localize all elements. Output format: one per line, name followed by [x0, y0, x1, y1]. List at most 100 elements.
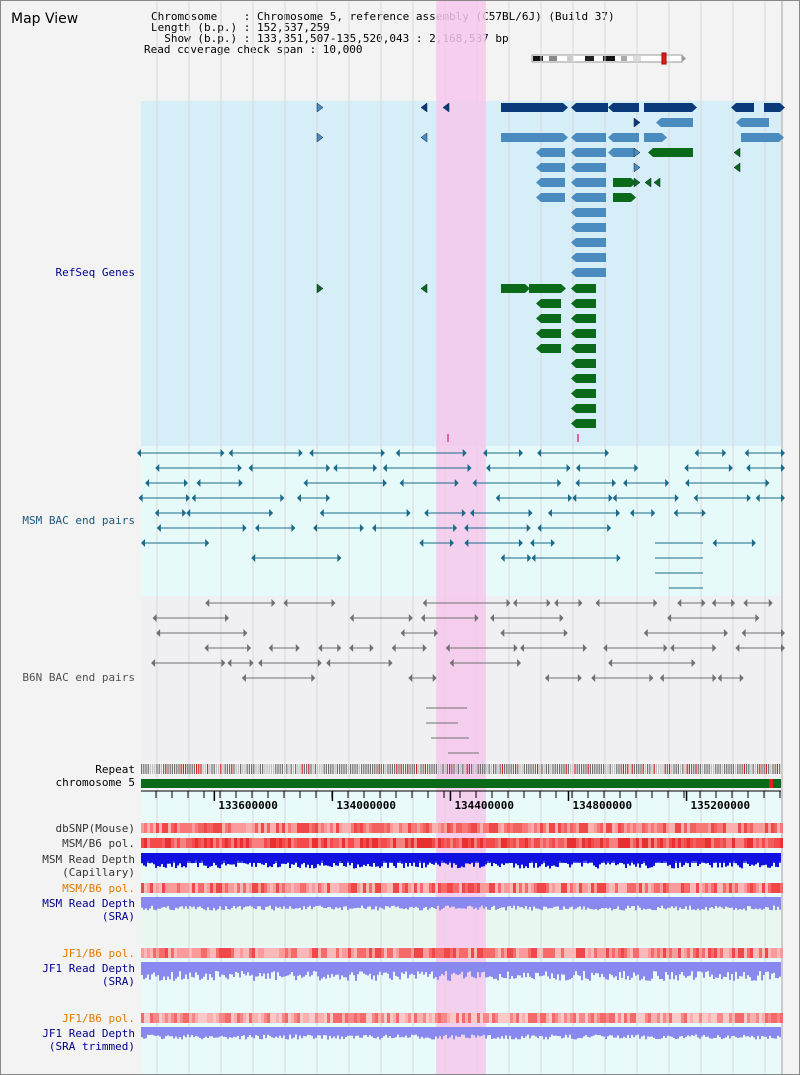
jf1-read-depth-trimmed-bar: [221, 1027, 223, 1036]
msm-read-depth-sra-bar: [203, 897, 205, 910]
msm-b6-pol-cell: [393, 838, 396, 848]
repeat-element: [354, 764, 356, 774]
jf1-b6-pol-cell: [777, 948, 780, 958]
msm-read-depth-sra-bar: [471, 897, 473, 907]
jf1-b6-pol-cell: [291, 948, 294, 958]
msm-read-depth-sra-bar: [289, 897, 291, 907]
jf1-read-depth-sra-bar: [317, 962, 319, 977]
dbsnp-cell: [141, 823, 144, 833]
repeat-element: [682, 764, 684, 774]
jf1-b6-pol-cell: [762, 948, 765, 958]
msm-b6-pol-cell: [423, 838, 426, 848]
jf1-read-depth-trimmed-bar: [309, 1027, 311, 1036]
msm-read-depth-sra-bar: [297, 897, 299, 909]
msm-read-depth-sra-bar: [493, 897, 495, 906]
msm-read-depth-sra-bar: [753, 897, 755, 910]
msm-read-depth-capillary-bar: [649, 853, 651, 868]
repeat-element: [297, 764, 299, 774]
jf1-read-depth-sra-bar: [319, 962, 321, 981]
msm-read-depth-capillary-bar: [259, 853, 261, 864]
jf1-read-depth-sra-bar: [703, 962, 705, 978]
jf1-read-depth-sra-bar: [757, 962, 759, 976]
msm-read-depth-capillary-bar: [233, 853, 235, 865]
dbsnp-cell: [534, 823, 537, 833]
track-label-msm-b6-pol-sra: MSM/B6 pol.: [62, 882, 135, 895]
jf1-read-depth-sra-bar: [155, 962, 157, 977]
msm-b6-pol-cell: [648, 838, 651, 848]
dbsnp-cell: [165, 823, 168, 833]
msm-read-depth-sra-bar: [737, 897, 739, 910]
repeat-element: [352, 764, 354, 774]
jf1-read-depth-trimmed-bar: [691, 1027, 693, 1036]
msm-b6-pol-cell: [234, 838, 237, 848]
msm-read-depth-sra-bar: [727, 897, 729, 908]
jf1-b6-pol-cell: [513, 948, 516, 958]
msm-b6-pol-sra-cell: [729, 883, 732, 893]
msm-read-depth-sra-bar: [275, 897, 277, 907]
jf1-read-depth-trimmed-bar: [427, 1027, 429, 1038]
jf1-b6-pol-2-cell: [378, 1013, 381, 1023]
jf1-read-depth-sra-bar: [311, 962, 313, 976]
msm-b6-pol-cell: [417, 838, 420, 848]
dbsnp-cell: [276, 823, 279, 833]
jf1-b6-pol-2-cell: [192, 1013, 195, 1023]
msm-bac-pair-end: [472, 479, 477, 487]
dbsnp-cell: [612, 823, 615, 833]
repeat-element: [572, 764, 574, 774]
msm-b6-pol-sra-cell: [411, 883, 414, 893]
dbsnp-cell: [333, 823, 336, 833]
msm-bac-pair-end: [155, 464, 160, 472]
msm-b6-pol-cell: [603, 838, 606, 848]
repeat-element: [231, 764, 233, 774]
b6n-bac-pair-end: [349, 614, 354, 622]
jf1-read-depth-trimmed-bar: [741, 1027, 743, 1038]
msm-read-depth-sra-bar: [391, 897, 393, 906]
jf1-read-depth-sra-bar: [535, 962, 537, 973]
msm-b6-pol-sra-cell: [315, 883, 318, 893]
msm-b6-pol-sra-cell: [558, 883, 561, 893]
repeat-element: [561, 764, 563, 774]
repeat-element: [405, 764, 407, 774]
jf1-read-depth-sra-bar: [289, 962, 291, 975]
jf1-read-depth-trimmed-bar: [387, 1027, 389, 1038]
msm-read-depth-sra-bar: [511, 897, 513, 909]
repeat-element: [620, 764, 622, 774]
jf1-read-depth-sra-bar: [439, 962, 441, 977]
gene-strand-arrow: [525, 284, 530, 293]
jf1-b6-pol-2-cell: [747, 1013, 750, 1023]
chromosome-ideogram[interactable]: [529, 51, 689, 67]
gene-marker: [316, 283, 324, 294]
msm-read-depth-sra-bar: [689, 897, 691, 906]
msm-b6-pol-cell: [339, 838, 342, 848]
msm-b6-pol-sra-cell: [708, 883, 711, 893]
msm-bac-pair-end: [453, 524, 458, 532]
dbsnp-cell: [600, 823, 603, 833]
msm-read-depth-capillary-bar: [563, 853, 565, 863]
jf1-read-depth-sra-bar: [721, 962, 723, 980]
refseq-gene: [541, 163, 565, 172]
dbsnp-cell: [771, 823, 774, 833]
msm-b6-pol-cell: [150, 838, 153, 848]
msm-b6-pol-cell: [669, 838, 672, 848]
msm-b6-pol-cell: [483, 838, 486, 848]
msm-read-depth-sra-bar: [665, 897, 667, 910]
repeat-element: [748, 764, 750, 774]
jf1-b6-pol-2-cell: [384, 1013, 387, 1023]
dbsnp-cell: [768, 823, 771, 833]
refseq-gene: [576, 314, 596, 323]
msm-b6-pol-cell: [570, 838, 573, 848]
jf1-b6-pol-2-cell: [645, 1013, 648, 1023]
msm-b6-pol-cell: [654, 838, 657, 848]
dbsnp-cell: [285, 823, 288, 833]
msm-read-depth-sra-bar: [621, 897, 623, 911]
msm-read-depth-sra-bar: [639, 897, 641, 908]
repeat-element: [545, 764, 547, 774]
msm-read-depth-capillary-bar: [627, 853, 629, 864]
refseq-gene: [576, 359, 596, 368]
msm-b6-pol-cell: [528, 838, 531, 848]
dbsnp-cell: [189, 823, 192, 833]
msm-read-depth-sra-bar: [617, 897, 619, 907]
jf1-b6-pol-2-cell: [711, 1013, 714, 1023]
msm-b6-pol-cell: [621, 838, 624, 848]
